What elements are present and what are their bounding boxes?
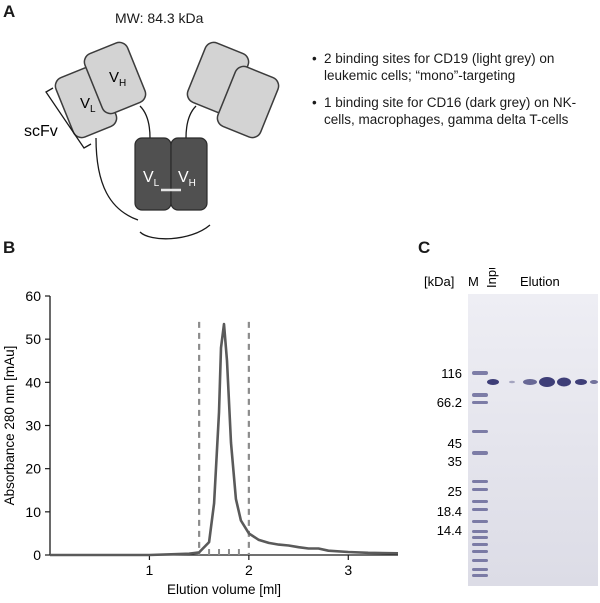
linker-right — [185, 105, 197, 139]
marker-lane-label: M — [468, 274, 479, 289]
elution-label: Elution — [520, 274, 560, 289]
band-elution-1 — [509, 380, 515, 384]
sample-bands — [487, 377, 598, 387]
panel-label-c: C — [418, 238, 431, 257]
marker-size-label: 25 — [448, 484, 462, 499]
gel-background — [468, 294, 598, 586]
sds-page-gel: [kDa] M Input Elution 116 66.2 45 35 25 18.4 1… — [424, 259, 598, 586]
marker-size-label: 14.4 — [437, 523, 462, 538]
feature-list: • 2 binding sites for CD19 (light grey) … — [312, 50, 597, 138]
panel-label-b: B — [3, 238, 16, 257]
linker-bottom-left — [95, 137, 139, 221]
band-elution-2 — [523, 379, 537, 385]
marker-ladder — [472, 371, 488, 577]
marker-size-label: 116 — [441, 366, 462, 381]
marker-size-label: 18.4 — [437, 504, 462, 519]
feature-item-cd16: • 1 binding site for CD16 (dark grey) on… — [312, 94, 597, 128]
band-elution-6 — [590, 380, 598, 384]
scfv-cd16: VL VH — [134, 137, 208, 211]
y-tick-label: 0 — [33, 547, 41, 563]
vl-domain-right — [216, 65, 280, 139]
linker-left — [139, 105, 151, 139]
y-tick-label: 20 — [25, 461, 41, 477]
molecular-weight-label: MW: 84.3 kDa — [115, 10, 204, 26]
vh-label-left: VH — [109, 69, 126, 89]
scfv-left: VL VH — [54, 41, 147, 139]
y-tick-label: 10 — [25, 504, 41, 520]
vh-domain-left — [83, 41, 147, 115]
scfv-bracket — [45, 87, 92, 149]
bullet-icon: • — [312, 51, 317, 66]
chromatogram-panel: Absorbance 280 nm [mAu] Elution volume [… — [0, 278, 410, 598]
marker-size-label: 35 — [448, 454, 462, 469]
y-tick-label: 40 — [25, 374, 41, 390]
feature-item-cd19: • 2 binding sites for CD19 (light grey) … — [312, 50, 597, 84]
panel-label-a: A — [3, 2, 16, 21]
vh-label-cd16: VH — [178, 169, 196, 189]
marker-size-label: 45 — [448, 436, 462, 451]
vl-label-cd16: VL — [143, 169, 160, 189]
y-tick-label: 50 — [25, 331, 41, 347]
chromatogram-chart: Absorbance 280 nm [mAu] Elution volume [… — [2, 288, 399, 597]
antibody-schematic: VL VH scFv VL VH — [24, 41, 280, 240]
feature-text-cd16: 1 binding site for CD16 (dark grey) on N… — [324, 95, 577, 127]
vh-domain-cd16 — [170, 137, 208, 211]
x-tick-label: 2 — [245, 562, 253, 578]
bullet-icon: • — [312, 95, 317, 110]
vl-label-left: VL — [80, 95, 96, 115]
y-axis-label: Absorbance 280 nm [mAu] — [2, 346, 17, 506]
band-input — [487, 379, 499, 385]
input-lane-label: Input — [484, 268, 499, 288]
band-elution-3 — [539, 377, 555, 387]
y-tick-label: 30 — [25, 418, 41, 434]
band-elution-4 — [557, 377, 571, 387]
x-tick-label: 1 — [146, 562, 154, 578]
scfv-right — [186, 41, 280, 139]
x-axis-label: Elution volume [ml] — [167, 582, 281, 597]
marker-size-label: 66.2 — [437, 395, 462, 410]
sds-page-gel-panel: [kDa] M Input Elution 116 66.2 45 35 25 18.4 1… — [420, 259, 600, 598]
scfv-label: scFv — [24, 123, 58, 140]
kda-label: [kDa] — [424, 274, 454, 289]
band-elution-5 — [575, 379, 587, 385]
linker-bottom-right — [139, 224, 211, 240]
x-tick-label: 3 — [344, 562, 352, 578]
absorbance-trace — [50, 322, 399, 557]
feature-text-cd19: 2 binding sites for CD19 (light grey) on… — [324, 51, 555, 83]
y-tick-label: 60 — [25, 288, 41, 304]
